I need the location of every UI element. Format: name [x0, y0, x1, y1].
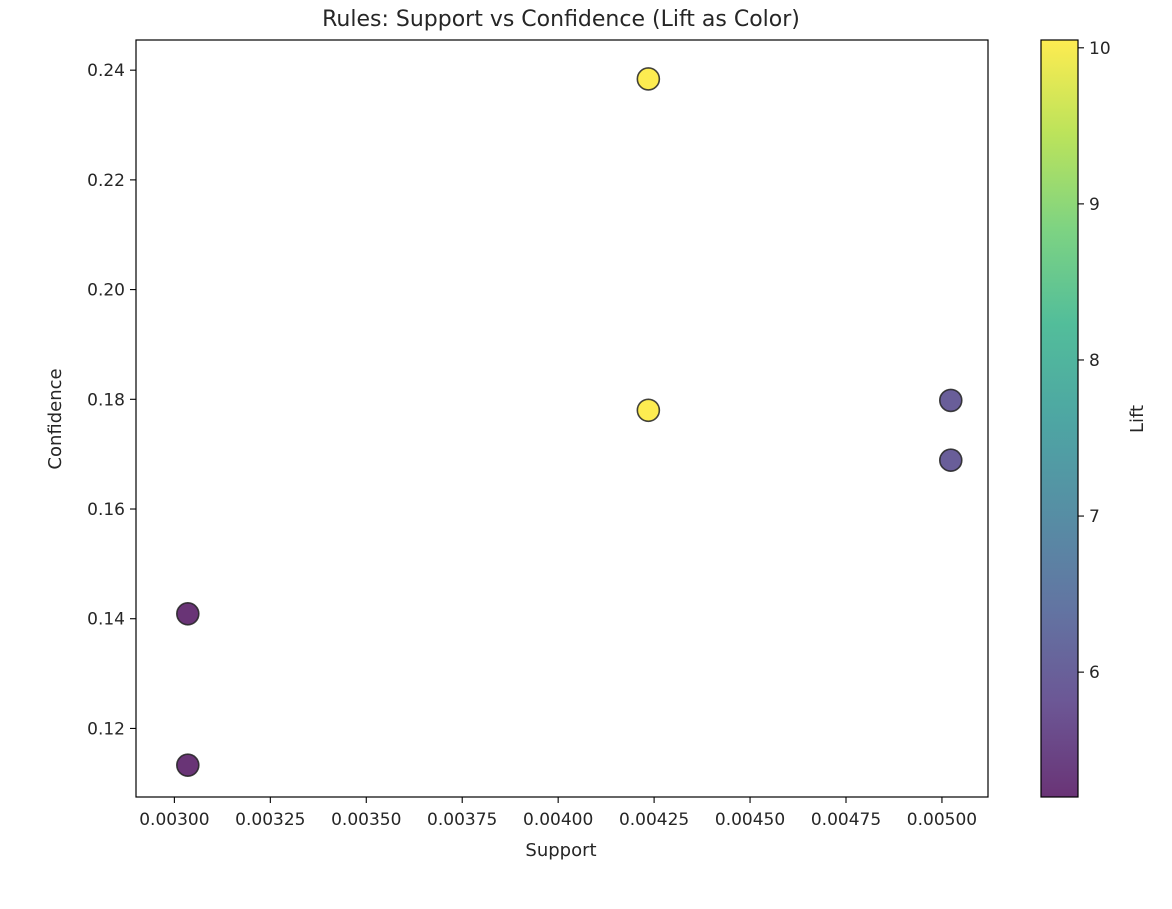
y-axis-label: Confidence — [45, 368, 66, 469]
colorbar-ticks: 6 7 8 9 10 — [1078, 39, 1111, 683]
x-tick-label: 0.00425 — [619, 810, 689, 830]
x-tick-label: 0.00375 — [427, 810, 497, 830]
x-tick-label: 0.00300 — [139, 810, 209, 830]
colorbar-label: Lift — [1127, 405, 1148, 433]
y-tick-label: 0.22 — [87, 171, 125, 191]
x-tick-label: 0.00475 — [811, 810, 881, 830]
colorbar-gradient — [1041, 40, 1078, 797]
data-point — [938, 448, 963, 472]
data-point — [176, 753, 200, 777]
plot-frame — [135, 39, 989, 798]
x-tick-label: 0.00325 — [235, 810, 305, 830]
x-tick-label: 0.00350 — [331, 810, 401, 830]
colorbar-tick-label: 10 — [1089, 39, 1111, 59]
colorbar-frame — [1040, 39, 1079, 798]
y-tick-label: 0.18 — [87, 390, 125, 410]
colorbar-tick-label: 6 — [1089, 663, 1100, 683]
plot-area — [135, 39, 989, 798]
data-point — [176, 601, 200, 626]
colorbar-tick-label: 9 — [1089, 195, 1100, 215]
colorbar-tick-label: 8 — [1089, 351, 1100, 371]
y-tick-label: 0.14 — [87, 610, 125, 630]
data-point — [938, 388, 963, 413]
y-tick-label: 0.16 — [87, 500, 125, 520]
y-axis: 0.12 0.14 0.16 0.18 0.20 0.22 0.24 — [87, 61, 136, 739]
chart-title: Rules: Support vs Confidence (Lift as Co… — [322, 7, 800, 32]
y-tick-label: 0.20 — [87, 281, 125, 301]
x-tick-label: 0.00450 — [715, 810, 785, 830]
data-point — [636, 67, 661, 91]
points-layer — [176, 67, 963, 777]
x-tick-label: 0.00400 — [523, 810, 593, 830]
y-tick-label: 0.24 — [87, 61, 125, 81]
colorbar: 6 7 8 9 10 Lift — [1040, 39, 1148, 798]
x-axis-label: Support — [525, 840, 596, 861]
x-tick-label: 0.00500 — [907, 810, 977, 830]
y-tick-label: 0.12 — [87, 719, 125, 739]
x-axis: 0.00300 0.00325 0.00350 0.00375 0.00400 0.004… — [139, 797, 977, 830]
data-point — [636, 398, 661, 423]
colorbar-tick-label: 7 — [1089, 507, 1100, 527]
